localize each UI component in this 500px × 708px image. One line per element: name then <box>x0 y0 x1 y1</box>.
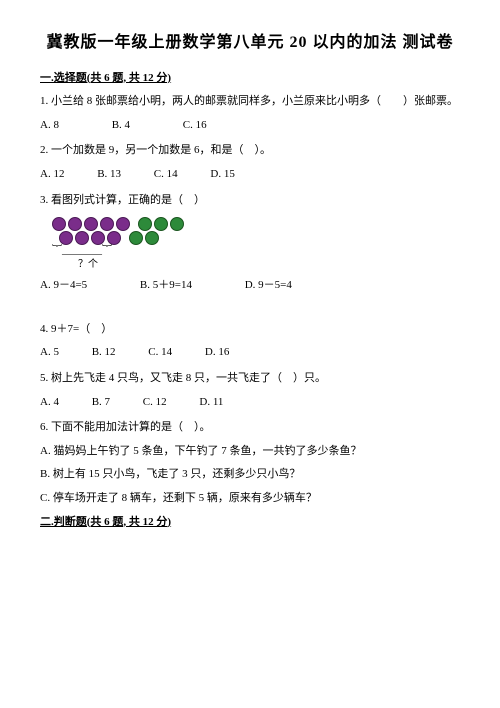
q2-options: A. 12 B. 13 C. 14 D. 15 <box>40 166 460 184</box>
dot-purple <box>52 217 66 231</box>
dot-green <box>154 217 168 231</box>
q3-diagram: ︸________︸ ？个 <box>52 217 460 273</box>
q2-opt-c: C. 14 <box>154 166 178 184</box>
q6-opt-b: B. 树上有 15 只小鸟，飞走了 3 只，还剩多少只小鸟？ <box>40 466 460 484</box>
q4-options: A. 5 B. 12 C. 14 D. 16 <box>40 344 460 362</box>
q5-text: 5. 树上先飞走 4 只鸟，又飞走 8 只，一共飞走了（ ）只。 <box>40 370 460 388</box>
q4-opt-b: B. 12 <box>92 344 116 362</box>
q6-opt-c: C. 停车场开走了 8 辆车，还剩下 5 辆，原来有多少辆车？ <box>40 490 460 508</box>
dot-purple <box>84 217 98 231</box>
dot-purple <box>116 217 130 231</box>
page: 冀教版一年级上册数学第八单元 20 以内的加法 测试卷 一.选择题(共 6 题,… <box>0 0 500 708</box>
dot-purple <box>68 217 82 231</box>
spacer <box>40 303 460 315</box>
q5-opt-d: D. 11 <box>199 394 223 412</box>
dot-green <box>138 217 152 231</box>
q2-text: 2. 一个加数是 9，另一个加数是 6，和是（ ）。 <box>40 142 460 160</box>
q2-opt-d: D. 15 <box>210 166 234 184</box>
q1-opt-a: A. 8 <box>40 117 59 135</box>
q5-opt-a: A. 4 <box>40 394 59 412</box>
q3-opt-b: B. 5＋9=14 <box>140 277 192 295</box>
q1-options: A. 8 B. 4 C. 16 <box>40 117 460 135</box>
q3-opt-d: D. 9－5=4 <box>245 277 292 295</box>
q5-opt-c: C. 12 <box>143 394 167 412</box>
section-1-header: 一.选择题(共 6 题, 共 12 分) <box>40 70 460 88</box>
q5-options: A. 4 B. 7 C. 12 D. 11 <box>40 394 460 412</box>
page-title: 冀教版一年级上册数学第八单元 20 以内的加法 测试卷 <box>40 30 460 56</box>
gap <box>123 231 127 245</box>
gap <box>132 217 136 231</box>
dot-green <box>170 217 184 231</box>
q3-brace-label: ？个 <box>78 257 460 273</box>
q4-opt-c: C. 14 <box>148 344 172 362</box>
q5-opt-b: B. 7 <box>92 394 110 412</box>
q2-opt-a: A. 12 <box>40 166 64 184</box>
q1-opt-c: C. 16 <box>183 117 207 135</box>
q3-text: 3. 看图列式计算，正确的是（ ） <box>40 192 460 210</box>
q3-opt-a: A. 9－4=5 <box>40 277 87 295</box>
q1-text: 1. 小兰给 8 张邮票给小明，两人的邮票就同样多，小兰原来比小明多（ ）张邮票… <box>40 93 460 111</box>
section-2-header: 二.判断题(共 6 题, 共 12 分) <box>40 514 460 532</box>
q1-opt-b: B. 4 <box>112 117 130 135</box>
q6-text: 6. 下面不能用加法计算的是（ ）。 <box>40 419 460 437</box>
q3-row-top <box>52 217 460 231</box>
q2-opt-b: B. 13 <box>97 166 121 184</box>
q4-opt-a: A. 5 <box>40 344 59 362</box>
q4-text: 4. 9＋7=（ ） <box>40 321 460 339</box>
q3-options: A. 9－4=5 B. 5＋9=14 D. 9－5=4 <box>40 277 460 295</box>
dot-purple <box>100 217 114 231</box>
q6-opt-a: A. 猫妈妈上午钓了 5 条鱼，下午钓了 7 条鱼，一共钓了多少条鱼？ <box>40 443 460 461</box>
q4-opt-d: D. 16 <box>205 344 229 362</box>
